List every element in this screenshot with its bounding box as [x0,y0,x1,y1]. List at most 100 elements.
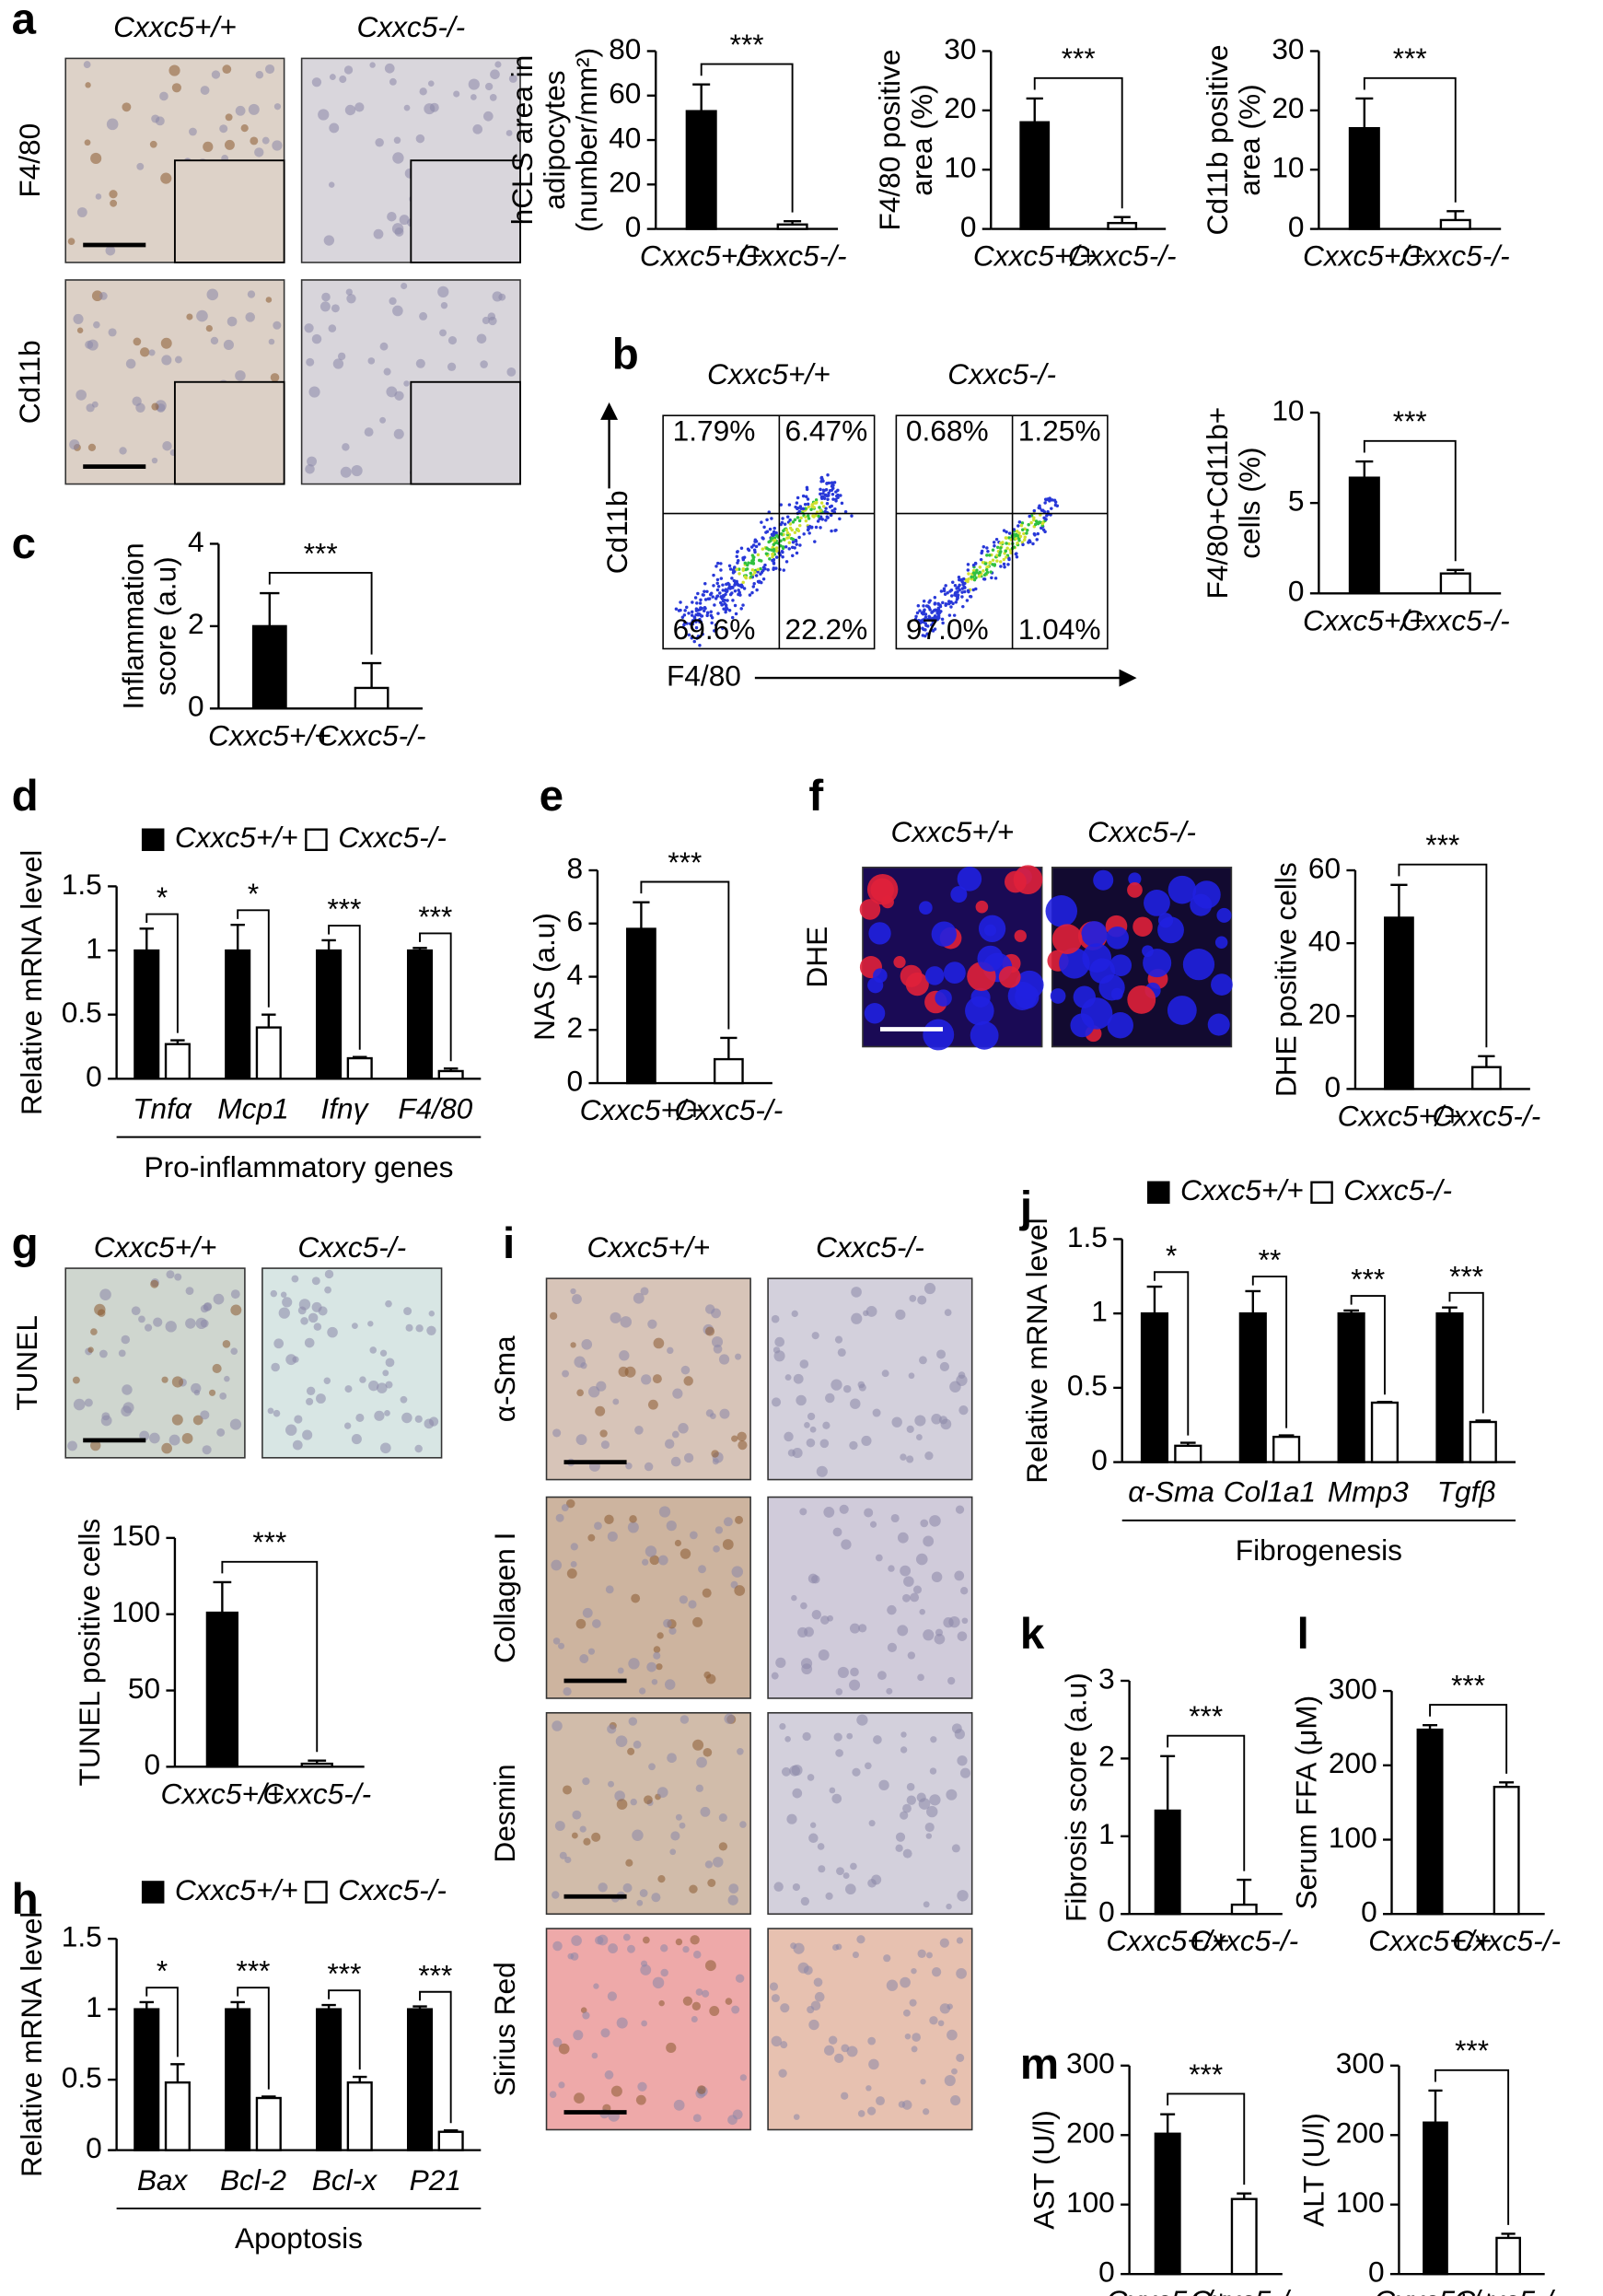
texture [494,61,502,68]
texture [861,1435,872,1447]
bar [1423,2121,1448,2276]
flow-event [762,525,766,530]
texture [738,1440,748,1451]
texture [558,2043,570,2055]
texture [291,1275,299,1283]
flow-event [774,566,778,570]
significance: *** [1351,1263,1385,1296]
texture [906,1795,917,1805]
column-header: Cxxc5+/+ [587,1230,710,1264]
texture [485,82,494,91]
flow-event [977,575,982,578]
texture [833,1732,842,1742]
error-bar [139,927,154,951]
texture [563,1785,573,1795]
texture [789,1765,800,1777]
texture [911,1967,917,1975]
texture [294,1415,303,1424]
texture [401,282,408,290]
flow-event [831,492,835,496]
flow-event [747,561,750,565]
texture [857,1381,865,1389]
texture [1051,924,1083,954]
arrowhead [600,402,619,420]
x-tick-label: Cxxc5+/+ [1368,1924,1492,1957]
bar [1230,1903,1258,1916]
texture [683,1452,694,1463]
flow-event [1016,530,1019,533]
flow-event [966,563,970,566]
significance-bracket [1363,439,1457,562]
texture [911,2045,918,2053]
x-tick-label: Cxxc5+/+ [1338,1099,1461,1132]
texture [773,1882,784,1892]
flow-event [723,599,726,602]
flow-event [726,599,729,602]
texture [728,1883,739,1894]
x-tick-label: Ifnγ [320,1091,369,1125]
texture [581,1338,593,1350]
flow-event [716,584,721,589]
texture [203,141,214,153]
texture [121,1334,131,1345]
flow-event [1016,541,1019,545]
texture [161,1376,168,1383]
texture [384,1410,390,1416]
texture [697,2085,706,2094]
error-bar [139,2000,154,2010]
flow-event [982,569,985,573]
texture [1007,981,1037,1010]
texture [718,1842,728,1851]
texture [559,1851,567,1859]
texture [273,1338,285,1349]
texture [718,1813,727,1823]
texture [67,1440,77,1451]
texture [822,1421,831,1429]
texture [427,80,435,87]
texture [797,1962,809,1974]
flow-event [739,546,744,551]
y-tick-label: 10 [944,151,976,184]
error-bar [1390,883,1408,918]
texture [240,124,249,133]
flow-event [733,603,738,608]
texture [906,1455,914,1463]
y-axis-label: DHE positive cells [1269,862,1302,1097]
texture [819,1439,830,1449]
flow-event [922,599,926,603]
error-bar [1446,568,1465,574]
texture [110,199,118,207]
texture [440,301,448,309]
texture [1107,1012,1133,1039]
y-tick-label: 4 [566,958,583,991]
texture [875,1554,883,1562]
texture [476,333,487,344]
texture [633,1740,642,1749]
texture [866,874,899,905]
texture [212,1363,222,1373]
flow-event [785,536,789,540]
bar [225,2008,251,2151]
texture [944,1309,952,1317]
flow-event [1005,542,1008,545]
texture [210,336,219,345]
texture [873,1735,882,1744]
flow-event [947,601,951,606]
error-bar [353,1055,367,1059]
error-bar [443,2129,459,2132]
texture [368,1381,379,1392]
texture [318,109,330,121]
flow-event [699,620,703,624]
significance: * [157,1954,168,1987]
texture [306,357,315,367]
texture [265,297,273,303]
texture [944,2074,956,2087]
x-tick-label: Cxxc5+/+ [1106,1924,1229,1957]
texture [385,1358,395,1368]
texture [554,1821,565,1831]
flow-event [1041,508,1045,512]
flow-event [933,602,937,606]
significance-bracket [1033,76,1123,209]
texture [807,1774,815,1781]
